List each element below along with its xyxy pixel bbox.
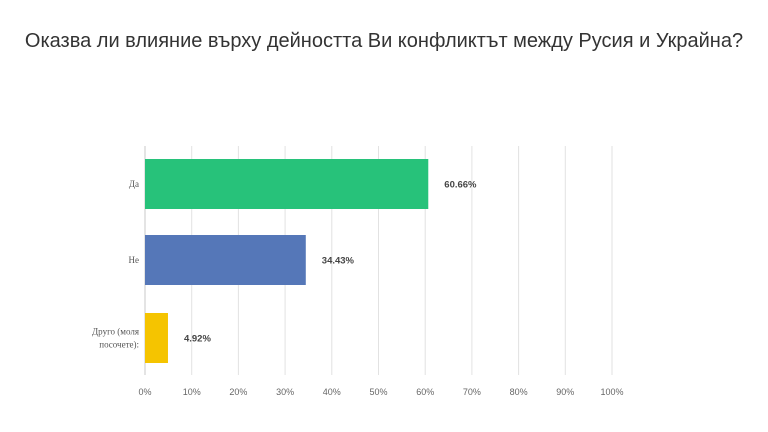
x-tick-label: 60% bbox=[416, 387, 434, 397]
value-label: 4.92% bbox=[184, 334, 211, 345]
value-label: 60.66% bbox=[444, 180, 477, 191]
category-label: Друго (моля bbox=[92, 327, 139, 337]
chart-title: Оказва ли влияние върху дейността Ви кон… bbox=[24, 30, 744, 52]
category-label: Да bbox=[129, 179, 139, 189]
category-label: посочете): bbox=[99, 340, 139, 350]
x-tick-label: 90% bbox=[556, 387, 574, 397]
x-tick-label: 50% bbox=[369, 387, 387, 397]
x-tick-label: 70% bbox=[463, 387, 481, 397]
bar bbox=[145, 235, 306, 285]
x-tick-label: 100% bbox=[600, 387, 623, 397]
x-tick-label: 40% bbox=[323, 387, 341, 397]
value-label: 34.43% bbox=[322, 256, 355, 267]
bar bbox=[145, 159, 429, 209]
x-tick-label: 0% bbox=[138, 387, 151, 397]
x-tick-label: 10% bbox=[183, 387, 201, 397]
x-tick-label: 30% bbox=[276, 387, 294, 397]
bar bbox=[145, 313, 168, 363]
category-label: Не bbox=[129, 255, 140, 265]
x-tick-label: 20% bbox=[229, 387, 247, 397]
x-tick-label: 80% bbox=[510, 387, 528, 397]
